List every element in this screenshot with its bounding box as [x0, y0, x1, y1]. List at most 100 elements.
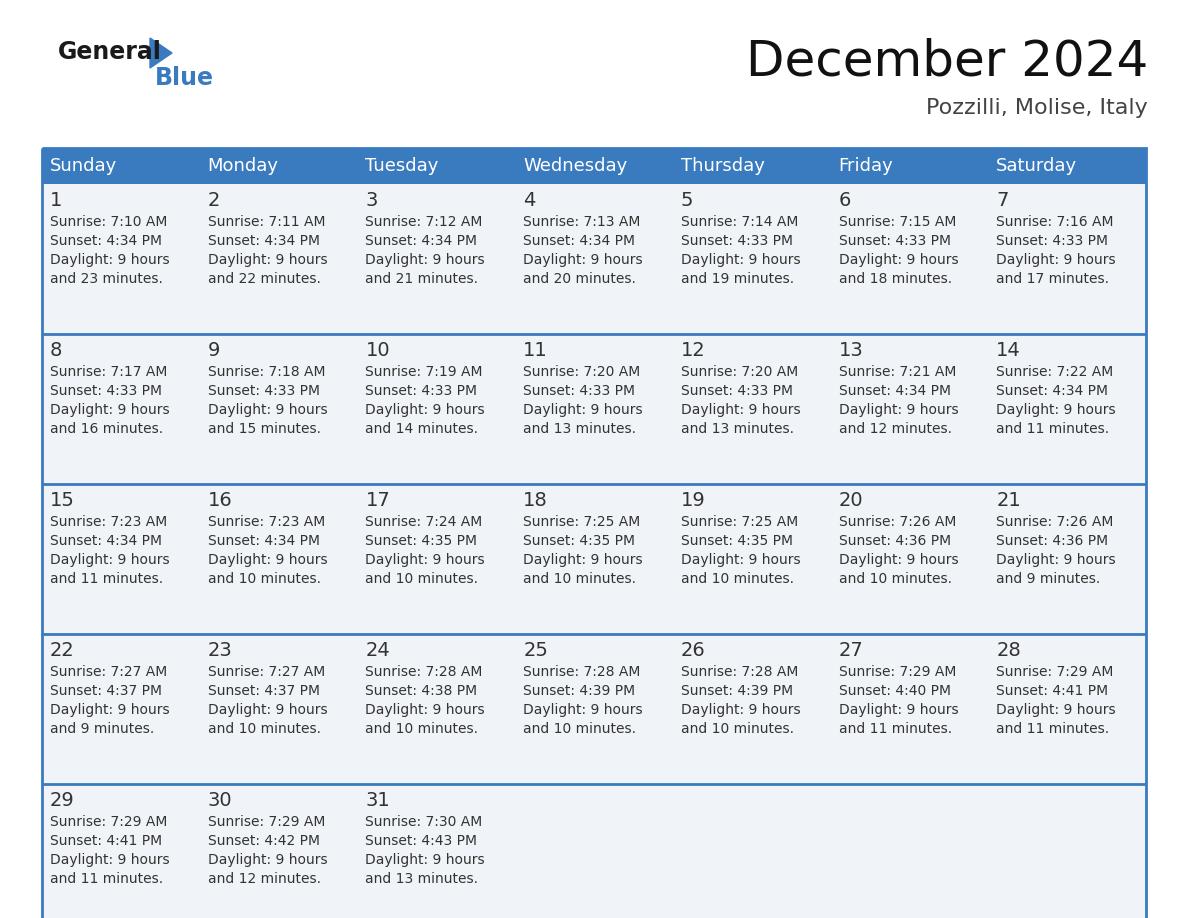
- Bar: [200, 334, 358, 484]
- Text: Sunrise: 7:10 AM: Sunrise: 7:10 AM: [50, 215, 168, 229]
- Text: Blue: Blue: [154, 66, 214, 90]
- Text: Daylight: 9 hours: Daylight: 9 hours: [681, 253, 801, 267]
- Text: 7: 7: [997, 191, 1009, 209]
- Text: Tuesday: Tuesday: [366, 157, 438, 175]
- Text: and 12 minutes.: and 12 minutes.: [208, 872, 321, 886]
- Text: Sunset: 4:34 PM: Sunset: 4:34 PM: [839, 384, 950, 398]
- Text: Sunrise: 7:20 AM: Sunrise: 7:20 AM: [523, 365, 640, 379]
- Text: Sunset: 4:33 PM: Sunset: 4:33 PM: [366, 384, 478, 398]
- Text: and 10 minutes.: and 10 minutes.: [366, 722, 479, 736]
- Text: Sunset: 4:35 PM: Sunset: 4:35 PM: [366, 534, 478, 548]
- Bar: [42, 148, 1146, 918]
- Bar: [42, 334, 200, 484]
- Bar: [516, 784, 672, 918]
- Text: Sunrise: 7:17 AM: Sunrise: 7:17 AM: [50, 365, 168, 379]
- Text: Sunrise: 7:29 AM: Sunrise: 7:29 AM: [997, 665, 1113, 679]
- Bar: [200, 784, 358, 918]
- Text: and 10 minutes.: and 10 minutes.: [366, 572, 479, 586]
- Bar: [42, 784, 200, 918]
- Text: Sunset: 4:36 PM: Sunset: 4:36 PM: [839, 534, 950, 548]
- Text: and 13 minutes.: and 13 minutes.: [681, 422, 794, 436]
- Text: Sunrise: 7:23 AM: Sunrise: 7:23 AM: [208, 515, 326, 529]
- Bar: [42, 148, 200, 184]
- Text: Sunrise: 7:26 AM: Sunrise: 7:26 AM: [839, 515, 956, 529]
- Text: Sunset: 4:37 PM: Sunset: 4:37 PM: [208, 684, 320, 698]
- Bar: [516, 184, 672, 334]
- Text: Daylight: 9 hours: Daylight: 9 hours: [523, 703, 643, 717]
- Text: and 21 minutes.: and 21 minutes.: [366, 272, 479, 286]
- Text: 15: 15: [50, 490, 75, 509]
- Text: 27: 27: [839, 641, 864, 659]
- Text: and 11 minutes.: and 11 minutes.: [50, 572, 163, 586]
- Bar: [830, 634, 988, 784]
- Text: Sunrise: 7:22 AM: Sunrise: 7:22 AM: [997, 365, 1113, 379]
- Text: Sunrise: 7:11 AM: Sunrise: 7:11 AM: [208, 215, 326, 229]
- Text: Daylight: 9 hours: Daylight: 9 hours: [366, 253, 485, 267]
- Text: Sunset: 4:40 PM: Sunset: 4:40 PM: [839, 684, 950, 698]
- Text: and 15 minutes.: and 15 minutes.: [208, 422, 321, 436]
- Text: Daylight: 9 hours: Daylight: 9 hours: [681, 703, 801, 717]
- Bar: [988, 484, 1146, 634]
- Bar: [672, 334, 830, 484]
- Text: Sunset: 4:34 PM: Sunset: 4:34 PM: [997, 384, 1108, 398]
- Text: 13: 13: [839, 341, 864, 360]
- Bar: [988, 184, 1146, 334]
- Text: Thursday: Thursday: [681, 157, 765, 175]
- Bar: [358, 784, 516, 918]
- Text: Sunset: 4:35 PM: Sunset: 4:35 PM: [681, 534, 792, 548]
- Text: 23: 23: [208, 641, 233, 659]
- Bar: [358, 334, 516, 484]
- Text: and 14 minutes.: and 14 minutes.: [366, 422, 479, 436]
- Text: Pozzilli, Molise, Italy: Pozzilli, Molise, Italy: [927, 98, 1148, 118]
- Text: Sunrise: 7:29 AM: Sunrise: 7:29 AM: [50, 815, 168, 829]
- Text: Sunrise: 7:12 AM: Sunrise: 7:12 AM: [366, 215, 482, 229]
- Text: 6: 6: [839, 191, 851, 209]
- Text: 20: 20: [839, 490, 864, 509]
- Text: Sunrise: 7:28 AM: Sunrise: 7:28 AM: [366, 665, 482, 679]
- Bar: [988, 634, 1146, 784]
- Text: Sunset: 4:41 PM: Sunset: 4:41 PM: [997, 684, 1108, 698]
- Bar: [516, 634, 672, 784]
- Bar: [988, 334, 1146, 484]
- Text: Sunset: 4:39 PM: Sunset: 4:39 PM: [681, 684, 792, 698]
- Text: 17: 17: [366, 490, 390, 509]
- Text: 21: 21: [997, 490, 1020, 509]
- Bar: [988, 148, 1146, 184]
- Bar: [672, 634, 830, 784]
- Text: Daylight: 9 hours: Daylight: 9 hours: [50, 403, 170, 417]
- Bar: [830, 484, 988, 634]
- Bar: [200, 184, 358, 334]
- Text: Daylight: 9 hours: Daylight: 9 hours: [208, 853, 328, 867]
- Text: and 10 minutes.: and 10 minutes.: [523, 722, 636, 736]
- Bar: [672, 148, 830, 184]
- Bar: [200, 634, 358, 784]
- Text: and 20 minutes.: and 20 minutes.: [523, 272, 636, 286]
- Text: and 10 minutes.: and 10 minutes.: [839, 572, 952, 586]
- Text: Daylight: 9 hours: Daylight: 9 hours: [366, 853, 485, 867]
- Text: Sunset: 4:33 PM: Sunset: 4:33 PM: [681, 234, 792, 248]
- Bar: [672, 784, 830, 918]
- Text: and 17 minutes.: and 17 minutes.: [997, 272, 1110, 286]
- Text: Sunrise: 7:15 AM: Sunrise: 7:15 AM: [839, 215, 956, 229]
- Text: Sunset: 4:34 PM: Sunset: 4:34 PM: [523, 234, 636, 248]
- Text: Sunrise: 7:19 AM: Sunrise: 7:19 AM: [366, 365, 484, 379]
- Text: Daylight: 9 hours: Daylight: 9 hours: [997, 703, 1116, 717]
- Text: Daylight: 9 hours: Daylight: 9 hours: [523, 403, 643, 417]
- Bar: [358, 184, 516, 334]
- Text: Sunrise: 7:25 AM: Sunrise: 7:25 AM: [681, 515, 798, 529]
- Text: Sunrise: 7:27 AM: Sunrise: 7:27 AM: [50, 665, 168, 679]
- Text: and 10 minutes.: and 10 minutes.: [208, 722, 321, 736]
- Bar: [42, 184, 200, 334]
- Bar: [358, 484, 516, 634]
- Text: and 12 minutes.: and 12 minutes.: [839, 422, 952, 436]
- Text: Daylight: 9 hours: Daylight: 9 hours: [997, 553, 1116, 567]
- Text: Daylight: 9 hours: Daylight: 9 hours: [50, 553, 170, 567]
- Text: Daylight: 9 hours: Daylight: 9 hours: [681, 403, 801, 417]
- Text: Sunset: 4:34 PM: Sunset: 4:34 PM: [208, 534, 320, 548]
- Text: Sunrise: 7:28 AM: Sunrise: 7:28 AM: [681, 665, 798, 679]
- Bar: [42, 484, 200, 634]
- Bar: [672, 484, 830, 634]
- Text: Sunset: 4:34 PM: Sunset: 4:34 PM: [50, 534, 162, 548]
- Text: and 18 minutes.: and 18 minutes.: [839, 272, 952, 286]
- Text: General: General: [58, 40, 162, 64]
